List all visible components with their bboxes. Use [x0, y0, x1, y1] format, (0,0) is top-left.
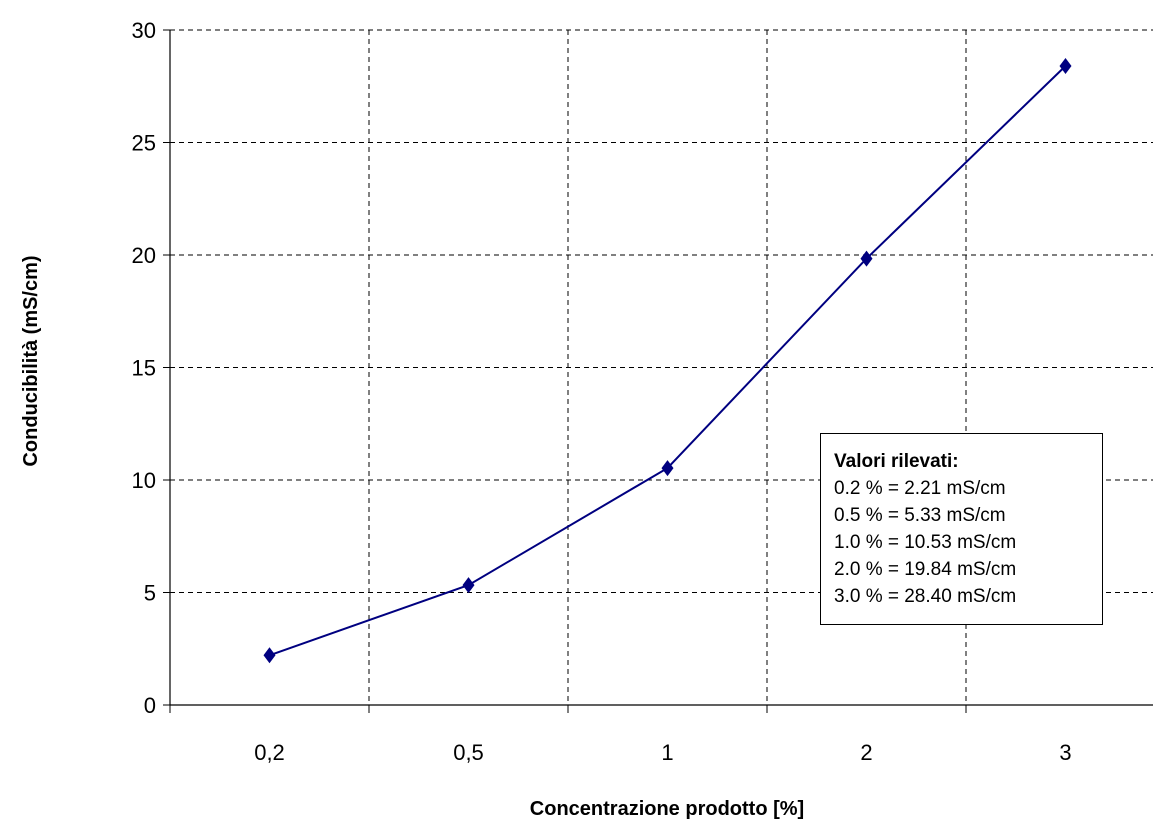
y-tick-label: 15: [132, 356, 156, 381]
annotation-line: 0.5 % = 5.33 mS/cm: [834, 505, 1006, 526]
y-tick-labels: 0 5 10 15 20 25 30: [132, 18, 156, 718]
data-point-marker: [860, 250, 873, 267]
x-tick-label: 0,2: [254, 740, 285, 765]
annotation-line: 1.0 % = 10.53 mS/cm: [834, 532, 1017, 553]
data-point-marker: [661, 460, 674, 477]
data-point-marker: [462, 577, 475, 594]
y-axis-title: Conducibilità (mS/cm): [20, 255, 42, 466]
y-tick-label: 10: [132, 468, 156, 493]
y-tick-label: 20: [132, 243, 156, 268]
x-tick-labels: 0,2 0,5 1 2 3: [254, 740, 1071, 765]
axes: [163, 29, 1153, 713]
y-tick-label: 25: [132, 131, 156, 156]
y-tick-label: 0: [144, 693, 156, 718]
data-point-marker: [263, 647, 276, 664]
annotation-line: 2.0 % = 19.84 mS/cm: [834, 559, 1017, 580]
annotation-line: 3.0 % = 28.40 mS/cm: [834, 586, 1017, 607]
series: [263, 58, 1072, 664]
x-tick-label: 0,5: [453, 740, 484, 765]
x-axis-title: Concentrazione prodotto [%]: [530, 798, 804, 820]
x-tick-label: 1: [661, 740, 673, 765]
values-annotation-box: Valori rilevati: 0.2 % = 2.21 mS/cm 0.5 …: [820, 433, 1103, 625]
x-tick-label: 2: [860, 740, 872, 765]
y-tick-label: 5: [144, 581, 156, 606]
annotation-line: 0.2 % = 2.21 mS/cm: [834, 478, 1006, 499]
x-tick-label: 3: [1059, 740, 1071, 765]
y-tick-label: 30: [132, 18, 156, 43]
annotation-title: Valori rilevati:: [834, 451, 959, 472]
data-point-marker: [1059, 58, 1072, 74]
